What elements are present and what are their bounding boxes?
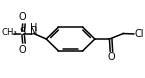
Text: Cl: Cl: [134, 29, 144, 39]
Text: O: O: [19, 12, 27, 22]
Text: O: O: [19, 45, 27, 55]
Text: S: S: [19, 27, 25, 37]
Text: O: O: [107, 52, 115, 62]
Text: H: H: [30, 23, 37, 33]
Text: N: N: [30, 27, 37, 37]
Text: CH₃: CH₃: [2, 28, 17, 37]
